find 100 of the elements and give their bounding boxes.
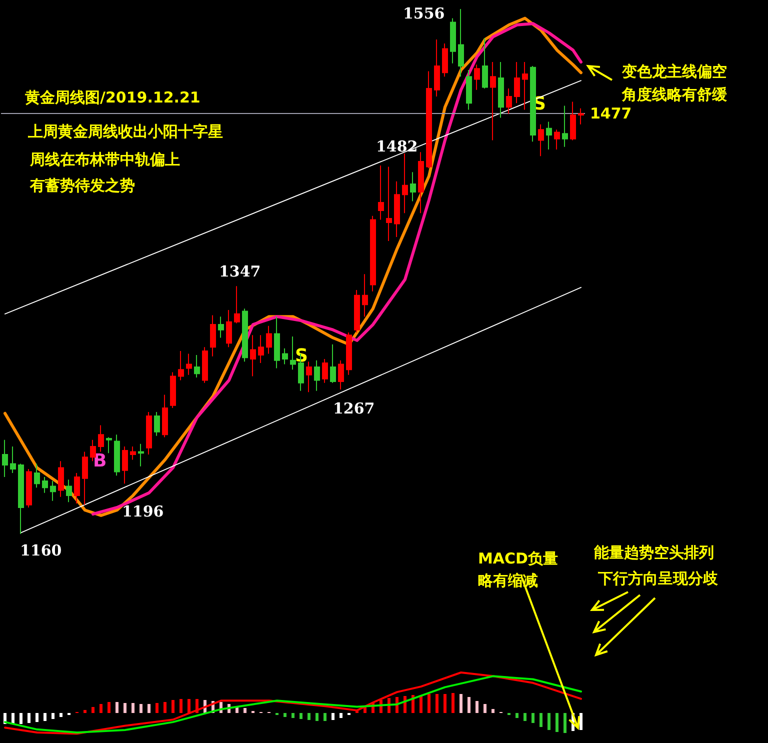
candlestick (66, 479, 72, 503)
bar (92, 707, 94, 713)
bar (564, 713, 566, 733)
candlestick (474, 64, 480, 90)
bar (60, 713, 62, 717)
candlestick (554, 129, 560, 150)
candlestick (50, 480, 56, 502)
bar (540, 713, 542, 727)
bar (132, 703, 134, 713)
bar (140, 704, 142, 713)
bar (516, 713, 518, 718)
candlestick (578, 108, 584, 125)
candlestick (346, 332, 352, 376)
bar (188, 699, 190, 713)
bar (428, 694, 430, 713)
bar (172, 700, 174, 713)
annotation: 上周黄金周线收出小阳十字星 (27, 122, 223, 140)
annotation: 1482 (376, 138, 418, 156)
candlestick (338, 360, 344, 390)
bar (364, 707, 366, 713)
text: 能量趋势空头排列 (594, 544, 714, 562)
candlestick (146, 412, 152, 455)
bar (148, 704, 150, 713)
bar (284, 713, 286, 717)
candlestick (82, 451, 88, 506)
bar (292, 713, 294, 718)
bar (556, 713, 558, 732)
annotation: 1267 (333, 400, 375, 418)
candlestick (442, 42, 448, 78)
candlestick (322, 358, 328, 384)
bar (100, 704, 102, 713)
candlestick (42, 476, 48, 494)
candlestick (98, 424, 104, 452)
text: 黄金周线图/2019.12.21 (24, 88, 200, 106)
candlestick (194, 354, 200, 378)
candlestick (266, 325, 272, 354)
bar (308, 713, 310, 720)
candlestick (234, 286, 240, 324)
ref-line-label: 1477 (590, 104, 632, 123)
candlestick (434, 38, 440, 97)
text: 角度线略有舒缓 (621, 86, 728, 104)
candlestick (362, 274, 368, 318)
candlestick (530, 66, 536, 142)
bar (244, 708, 246, 713)
bar (20, 713, 22, 724)
candlestick (170, 372, 176, 409)
bar (108, 702, 110, 713)
annotation: 1196 (122, 502, 164, 520)
candlestick (106, 436, 112, 454)
candlestick (58, 460, 64, 498)
candlestick (410, 172, 416, 202)
bar (444, 694, 446, 713)
candlestick (26, 468, 32, 508)
candlestick (178, 350, 184, 381)
text: 下行方向呈现分歧 (597, 570, 719, 588)
bar (532, 713, 534, 723)
candlestick (402, 153, 408, 214)
candlestick (498, 62, 504, 118)
bar (476, 701, 478, 713)
candlestick (226, 309, 232, 348)
text: 1160 (20, 542, 62, 560)
candlestick (466, 69, 472, 110)
candlestick (450, 18, 456, 64)
candlestick (482, 38, 488, 90)
bar (84, 710, 86, 713)
text: MACD负量 (478, 550, 558, 568)
bar (460, 694, 462, 713)
candlestick (354, 290, 360, 333)
candlestick (186, 353, 192, 376)
candlestick (10, 446, 16, 474)
candlestick (306, 361, 312, 393)
bar (52, 713, 54, 719)
text: 略有缩减 (478, 572, 538, 590)
candlestick (122, 446, 128, 484)
candlestick (418, 152, 424, 214)
bar (28, 713, 30, 723)
annotation: 周线在布林带中轨偏上 (29, 150, 180, 168)
bar (316, 713, 318, 721)
candlestick (514, 62, 520, 104)
annotation: S (295, 346, 308, 366)
candlestick (274, 316, 280, 369)
candlestick (162, 394, 168, 438)
candlestick (250, 334, 256, 377)
candlestick (18, 463, 24, 534)
candlestick (394, 180, 400, 238)
candlestick (538, 124, 544, 157)
candlestick (154, 412, 160, 436)
bar (180, 699, 182, 713)
bar (156, 703, 158, 713)
candlestick (130, 446, 136, 460)
candlestick (570, 101, 576, 141)
bar (44, 713, 46, 721)
bar (324, 713, 326, 721)
candlestick (74, 472, 80, 504)
candlestick (522, 62, 528, 110)
candlestick (562, 105, 568, 148)
bar (484, 704, 486, 713)
candlestick (138, 443, 144, 467)
text: 变色龙主线偏空 (621, 62, 727, 80)
candlestick (282, 348, 288, 365)
